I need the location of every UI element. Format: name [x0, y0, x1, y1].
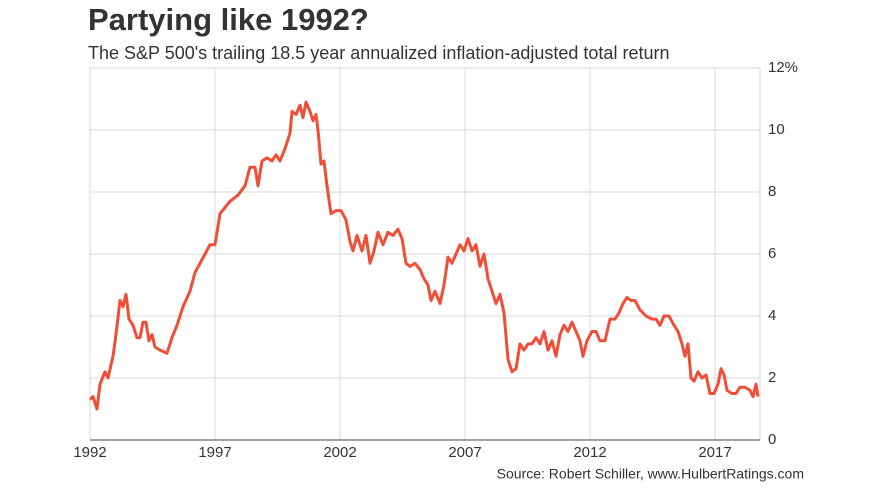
- x-tick-label: 2017: [698, 444, 731, 461]
- chart-title: Partying like 1992?: [88, 2, 369, 37]
- y-tick-label: 0: [768, 431, 776, 448]
- y-tick-label: 8: [768, 183, 776, 200]
- y-tick-label: 10: [768, 121, 785, 138]
- y-tick-label: 2: [768, 369, 776, 386]
- data-line: [88, 100, 760, 411]
- y-tick-label: 12%: [768, 59, 798, 76]
- x-tick-label: 1992: [73, 444, 106, 461]
- y-tick-label: 6: [768, 245, 776, 262]
- chart-subtitle: The S&P 500's trailing 18.5 year annuali…: [88, 43, 669, 63]
- source: Source: Robert Schiller, www.HulbertRati…: [497, 466, 804, 482]
- x-tick-label: 2012: [573, 444, 606, 461]
- x-tick-label: 1997: [198, 444, 231, 461]
- x-tick-label: 2002: [323, 444, 356, 461]
- x-tick-label: 2007: [448, 444, 481, 461]
- y-tick-label: 4: [768, 307, 776, 324]
